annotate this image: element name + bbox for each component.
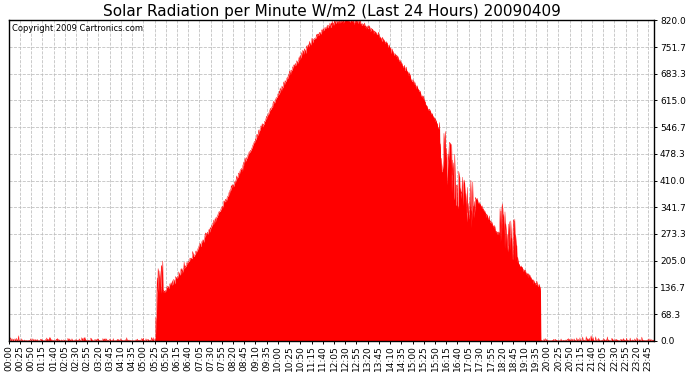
- Title: Solar Radiation per Minute W/m2 (Last 24 Hours) 20090409: Solar Radiation per Minute W/m2 (Last 24…: [103, 4, 560, 19]
- Text: Copyright 2009 Cartronics.com: Copyright 2009 Cartronics.com: [12, 24, 143, 33]
